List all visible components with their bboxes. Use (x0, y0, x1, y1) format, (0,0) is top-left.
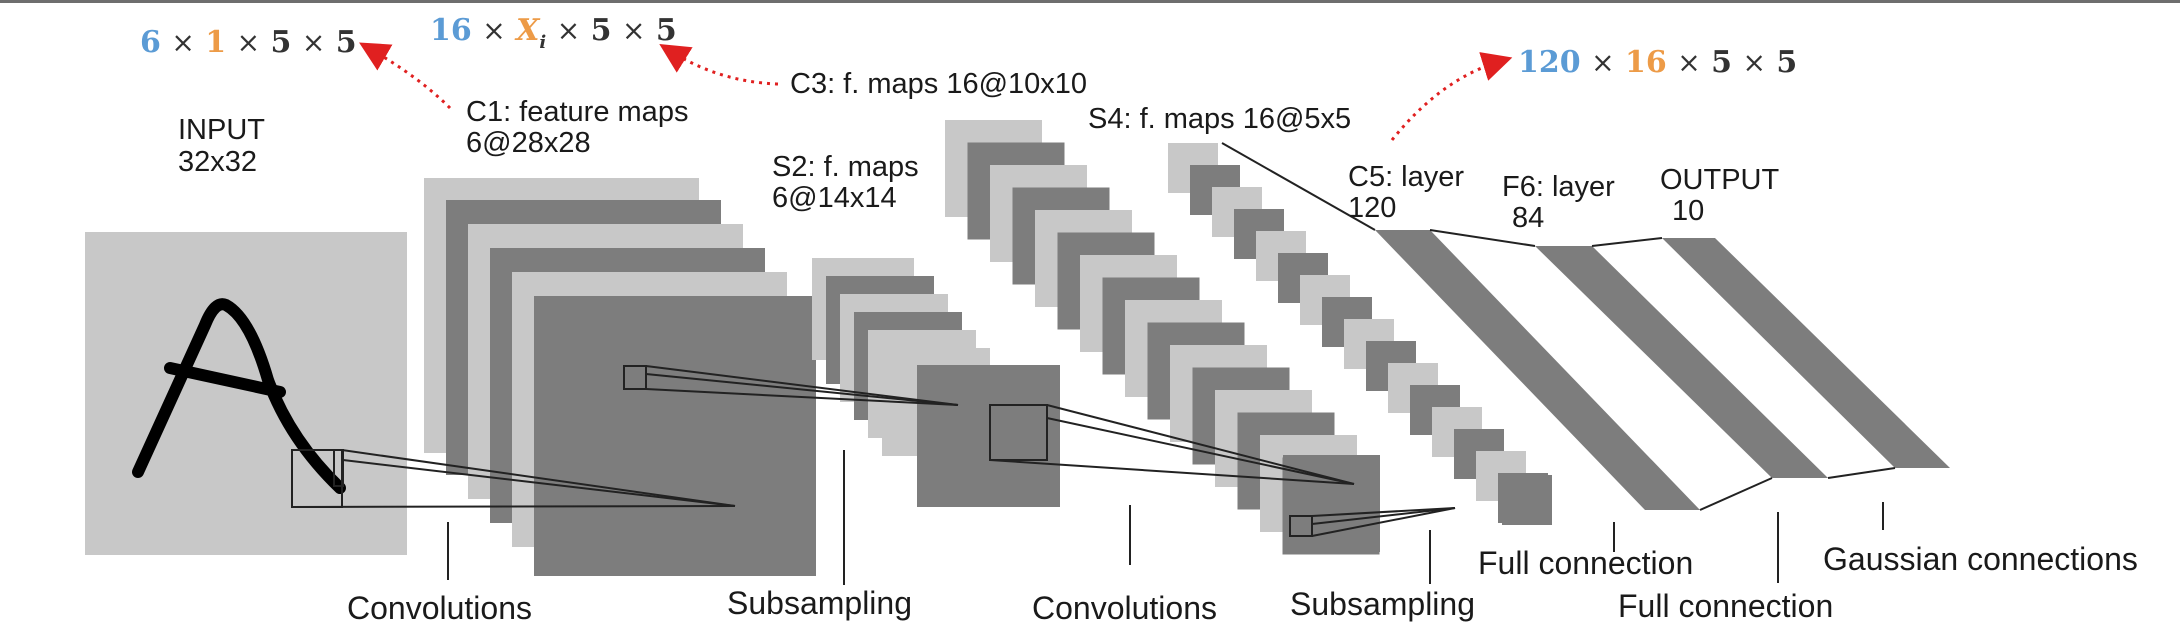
c3-annotation-arrow (659, 44, 779, 86)
input-image (85, 232, 407, 555)
full-connection-label-1: Full connection (1478, 545, 1693, 581)
c1-shape-annotation: 6 × 1 × 5 × 5 (140, 25, 357, 60)
s4-label: S4: f. maps 16@5x5 (1088, 103, 1351, 135)
c3-shape-annotation: 16 × Xi × 5 × 5 (430, 13, 677, 56)
input-receptive-field-inner (333, 449, 344, 487)
connection-ticks (447, 450, 1884, 585)
s4-receptive-field (1289, 515, 1313, 537)
s2-title: S2: f. maps (772, 151, 919, 183)
subsampling-label-2: Subsampling (1290, 586, 1475, 622)
s2-receptive-field (989, 404, 1048, 461)
output-layer (1662, 238, 1950, 468)
projection-lines (291, 365, 1456, 537)
output-size: 10 (1672, 195, 1704, 227)
c5-layer (1375, 230, 1700, 510)
f6-layer (1535, 246, 1828, 478)
f6-size: 84 (1512, 202, 1544, 234)
convolutions-label-1: Convolutions (347, 590, 532, 626)
s2-feature-maps (812, 258, 1060, 507)
top-border (0, 0, 2180, 3)
c3-label: C3: f. maps 16@10x10 (790, 68, 1087, 100)
gaussian-connections-label: Gaussian connections (1823, 541, 2138, 577)
output-title: OUTPUT (1660, 164, 1780, 196)
c5-annotation-arrow (1390, 52, 1513, 141)
s4-map-front (1502, 475, 1552, 525)
c5-size: 120 (1348, 192, 1396, 224)
c5-title: C5: layer (1348, 161, 1464, 193)
full-connection-lines (1221, 142, 1896, 511)
full-connection-label-2: Full connection (1618, 588, 1833, 624)
s4-feature-maps (1168, 143, 1552, 525)
convolutions-label-2: Convolutions (1032, 590, 1217, 626)
f6-title: F6: layer (1502, 171, 1615, 203)
letter-a-glyph (132, 298, 346, 494)
s2-size: 6@14x14 (772, 182, 897, 214)
c1-feature-maps (424, 178, 816, 576)
c1-annotation-arrow (359, 42, 452, 110)
c1-receptive-field (623, 365, 647, 390)
annotation-arrows (359, 42, 1513, 141)
subsampling-label-1: Subsampling (727, 585, 912, 621)
c1-size: 6@28x28 (466, 127, 591, 159)
c5-shape-annotation: 120 × 16 × 5 × 5 (1518, 45, 1797, 80)
input-title: INPUT (178, 114, 265, 146)
c1-title: C1: feature maps (466, 96, 688, 128)
input-size: 32x32 (178, 146, 257, 178)
